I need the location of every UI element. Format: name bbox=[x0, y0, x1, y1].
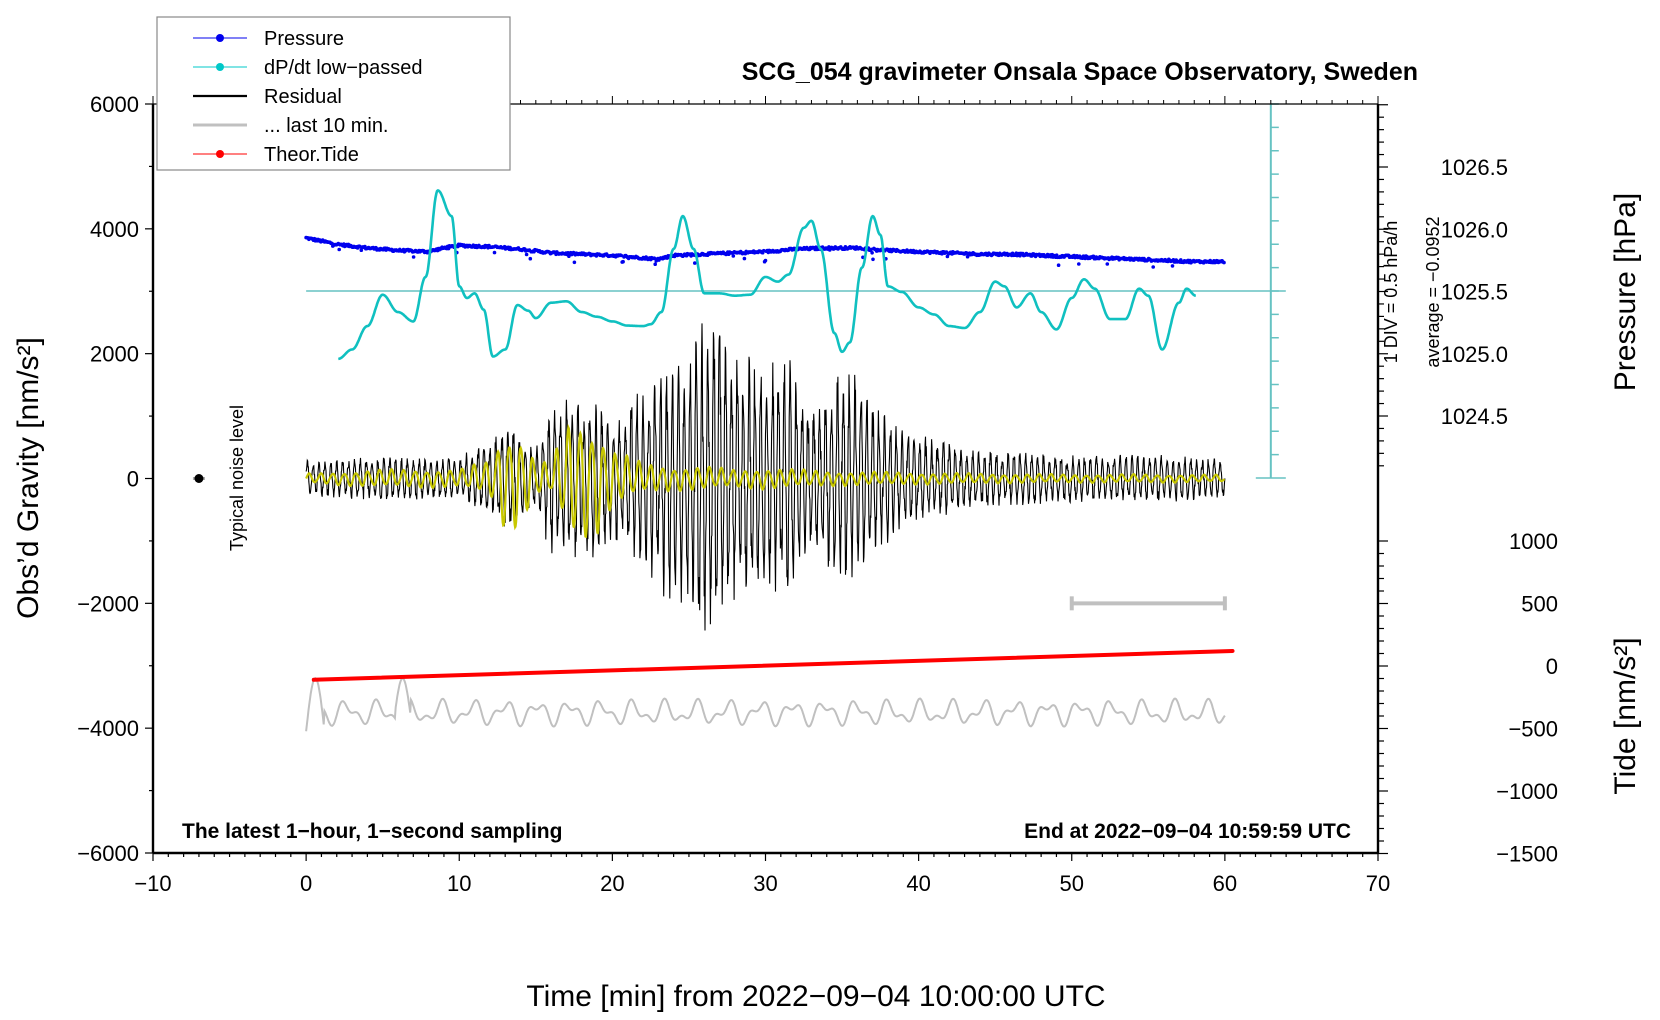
dpdt-average-label: average = −0.0952 bbox=[1423, 216, 1443, 367]
y-left-tick-label: −2000 bbox=[77, 591, 139, 616]
pressure-point bbox=[763, 258, 768, 263]
y-axis-title-pressure: Pressure [hPa] bbox=[1609, 193, 1642, 391]
legend-label: Theor.Tide bbox=[264, 144, 359, 166]
legend-swatch-marker bbox=[216, 34, 224, 42]
pressure-point bbox=[1170, 264, 1175, 268]
pressure-point bbox=[621, 259, 625, 264]
y-axis-title-tide: Tide [nm/s²] bbox=[1609, 637, 1642, 794]
y-left-tick-label: 4000 bbox=[90, 217, 139, 242]
pressure-point bbox=[337, 247, 342, 252]
pressure-point bbox=[1151, 265, 1155, 269]
y-left-tick-label: 0 bbox=[127, 467, 139, 492]
dpdt-scale-label: 1 DIV = 0.5 hPa/h bbox=[1381, 221, 1401, 364]
tide-tick-label: −500 bbox=[1508, 717, 1558, 742]
pressure-point bbox=[731, 254, 736, 258]
x-tick-label: 10 bbox=[447, 871, 471, 896]
axis-ticks bbox=[145, 96, 1388, 861]
sampling-note: The latest 1−hour, 1−second sampling bbox=[182, 820, 562, 843]
tide-tick-label: 1000 bbox=[1509, 529, 1558, 554]
legend-swatch-marker bbox=[216, 63, 224, 71]
legend-box bbox=[156, 16, 511, 171]
pressure-point bbox=[492, 250, 497, 255]
pressure-point bbox=[1056, 263, 1061, 268]
noise-level-marker bbox=[194, 474, 204, 483]
dpdt-line bbox=[337, 189, 1197, 361]
legend-label: Residual bbox=[264, 86, 342, 108]
tide-tick-label: 0 bbox=[1546, 654, 1558, 679]
x-axis-title: Time [min] from 2022−09−04 10:00:00 UTC bbox=[526, 980, 1105, 1013]
last10-line bbox=[305, 677, 1226, 732]
y-axis-title-left: Obs’d Gravity [nm/s²] bbox=[12, 337, 45, 619]
tide-tick-label: 500 bbox=[1521, 592, 1558, 617]
legend: Pressure dP/dt low−passed Residual ... last… bbox=[156, 16, 511, 171]
x-tick-label: 40 bbox=[906, 871, 930, 896]
legend-item: ... last 10 min. bbox=[193, 115, 389, 137]
pressure-point bbox=[693, 261, 697, 265]
pressure-point bbox=[411, 255, 416, 259]
legend-item: Pressure bbox=[193, 28, 344, 50]
pressure-point bbox=[1077, 262, 1081, 266]
x-tick-label: 60 bbox=[1213, 871, 1237, 896]
y-left-tick-label: 6000 bbox=[90, 92, 139, 117]
pressure-tick-label: 1024.5 bbox=[1441, 404, 1508, 429]
pressure-point bbox=[653, 262, 657, 267]
residual-filtered-line bbox=[305, 423, 1226, 539]
pressure-point bbox=[742, 256, 747, 261]
tide-line bbox=[311, 649, 1235, 682]
chart-title: SCG_054 gravimeter Onsala Space Observat… bbox=[742, 58, 1418, 86]
x-tick-label: 20 bbox=[600, 871, 624, 896]
legend-item: Theor.Tide bbox=[193, 144, 359, 166]
x-tick-label: 0 bbox=[300, 871, 312, 896]
x-tick-label: −10 bbox=[134, 871, 171, 896]
pressure-point bbox=[761, 248, 766, 253]
y-left-tick-label: −6000 bbox=[77, 841, 139, 866]
legend-swatch-marker bbox=[216, 150, 224, 158]
tide-tick-label: −1500 bbox=[1496, 842, 1558, 867]
x-tick-labels: −10 0 10 20 30 40 50 60 70 bbox=[134, 871, 1390, 896]
legend-item: Residual bbox=[193, 86, 342, 108]
pressure-tick-labels: 1026.5 1026.0 1025.5 1025.0 1024.5 bbox=[1441, 155, 1508, 429]
tide-tick-labels: 1000 500 0 −500 −1000 −1500 bbox=[1496, 529, 1558, 867]
pressure-point bbox=[1222, 260, 1226, 265]
plot-data-layer bbox=[192, 103, 1286, 732]
x-tick-label: 70 bbox=[1366, 871, 1390, 896]
legend-label: Pressure bbox=[264, 28, 344, 50]
end-time-note: End at 2022−09−04 10:59:59 UTC bbox=[1024, 820, 1351, 843]
y-left-tick-labels: 6000 4000 2000 0 −2000 −4000 −6000 bbox=[77, 92, 139, 866]
pressure-tick-label: 1026.0 bbox=[1441, 217, 1508, 242]
pressure-point bbox=[869, 247, 873, 252]
pressure-point bbox=[524, 252, 529, 257]
y-left-tick-label: 2000 bbox=[90, 342, 139, 367]
pressure-tick-label: 1025.0 bbox=[1441, 342, 1508, 367]
noise-level-label: Typical noise level bbox=[227, 405, 247, 551]
x-tick-label: 30 bbox=[753, 871, 777, 896]
pressure-point bbox=[359, 248, 364, 252]
pressure-tick-label: 1026.5 bbox=[1441, 155, 1508, 180]
pressure-tick-label: 1025.5 bbox=[1441, 280, 1508, 305]
legend-label: ... last 10 min. bbox=[264, 115, 389, 137]
pressure-point bbox=[871, 257, 875, 262]
pressure-point bbox=[528, 256, 533, 261]
pressure-point bbox=[1105, 262, 1110, 266]
y-axis-title-left-text: Obs’d Gravity [nm/s²] bbox=[12, 337, 45, 619]
tide-tick-label: −1000 bbox=[1496, 779, 1558, 804]
pressure-point bbox=[870, 251, 874, 255]
pressure-point bbox=[652, 256, 657, 261]
y-left-tick-label: −4000 bbox=[77, 716, 139, 741]
pressure-series bbox=[304, 235, 1226, 269]
legend-label: dP/dt low−passed bbox=[264, 57, 422, 79]
x-tick-label: 50 bbox=[1060, 871, 1084, 896]
pressure-point bbox=[572, 260, 577, 265]
legend-item: dP/dt low−passed bbox=[193, 57, 422, 79]
pressure-point bbox=[619, 253, 624, 258]
